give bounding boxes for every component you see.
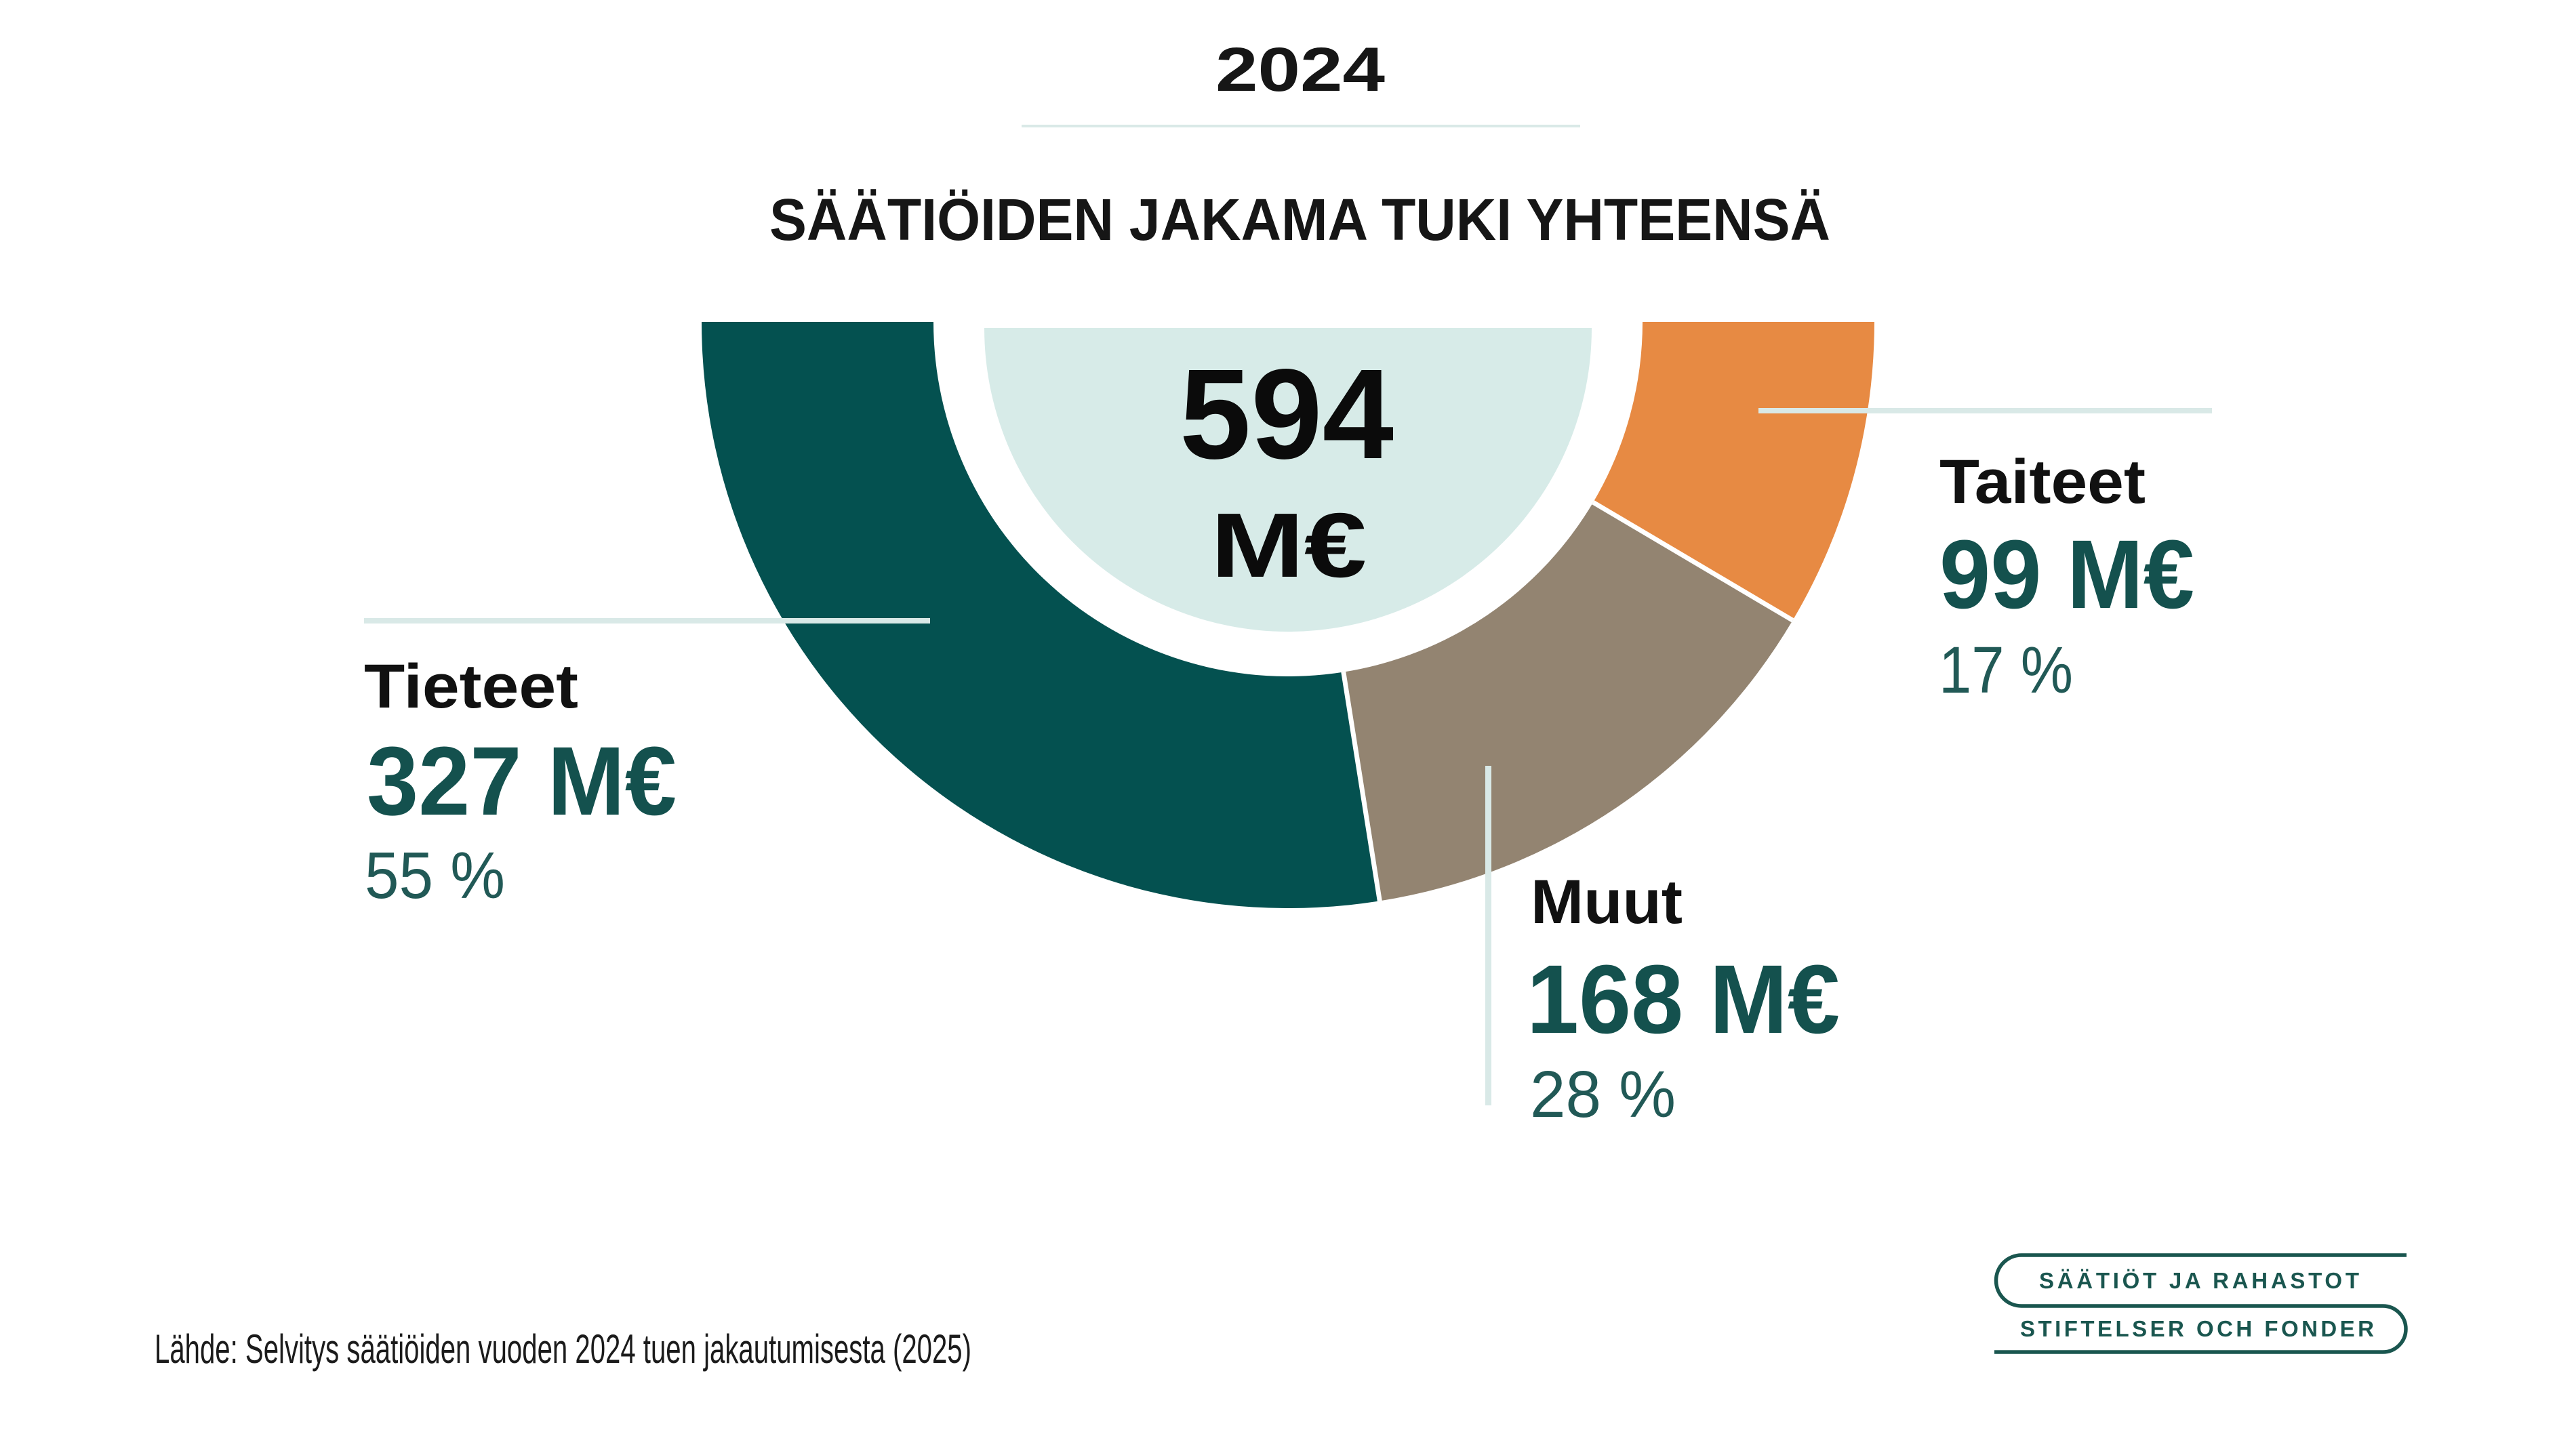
svg-text:17 %: 17 %: [1939, 633, 2073, 707]
svg-text:SÄÄTIÖT JA RAHASTOT: SÄÄTIÖT JA RAHASTOT: [2039, 1268, 2359, 1293]
svg-text:Lähde: Selvitys säätiöiden vuo: Lähde: Selvitys säätiöiden vuoden 2024 t…: [155, 1326, 971, 1372]
svg-text:STIFTELSER OCH FONDER: STIFTELSER OCH FONDER: [2020, 1316, 2374, 1341]
svg-text:Muut: Muut: [1531, 867, 1683, 937]
svg-text:327 M€: 327 M€: [367, 727, 677, 836]
svg-text:2024: 2024: [1215, 35, 1385, 104]
svg-text:Taiteet: Taiteet: [1939, 447, 2146, 516]
svg-text:SÄÄTIÖIDEN JAKAMA TUKI YHTEENS: SÄÄTIÖIDEN JAKAMA TUKI YHTEENSÄ: [769, 187, 1830, 253]
svg-text:28 %: 28 %: [1530, 1057, 1676, 1131]
svg-text:168 M€: 168 M€: [1527, 945, 1840, 1054]
svg-text:Tieteet: Tieteet: [364, 652, 578, 721]
svg-text:55 %: 55 %: [365, 838, 505, 912]
svg-text:M€: M€: [1211, 494, 1367, 596]
svg-text:594: 594: [1180, 343, 1394, 486]
svg-text:99 M€: 99 M€: [1939, 520, 2194, 629]
